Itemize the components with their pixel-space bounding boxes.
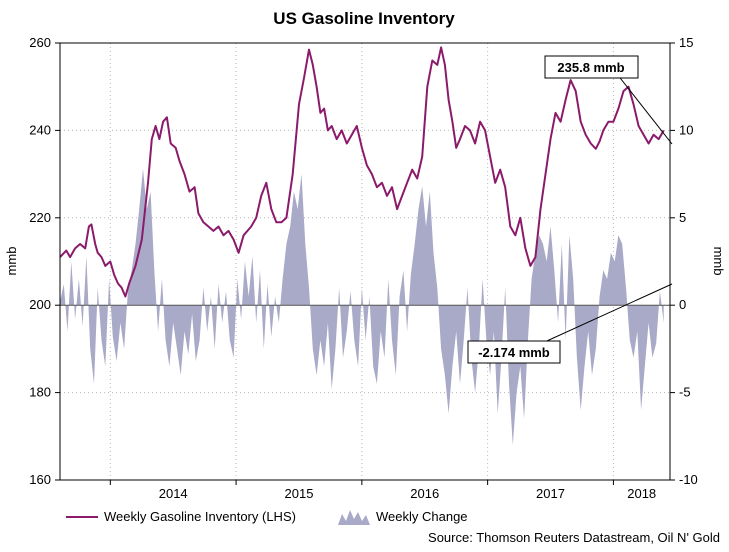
callout-box-change [467,340,561,364]
left-tick-label-1: 180 [29,385,51,400]
inventory-line [59,46,665,298]
callouts: 235.8 mmb -2.174 mmb [467,55,673,364]
right-tick-label-0: -10 [679,472,698,487]
x-tick-label-2017: 2017 [536,486,565,501]
left-axis-label: mmb [4,247,19,276]
chart-title: US Gasoline Inventory [273,9,455,28]
right-tick-label-4: 10 [679,122,693,137]
legend-label-change: Weekly Change [376,509,468,524]
callout-inventory: 235.8 mmb [557,60,624,75]
left-tick-label-5: 260 [29,35,51,50]
right-tick-label-2: 0 [679,297,686,312]
x-tick-label-2016: 2016 [410,486,439,501]
right-tick-label-5: 15 [679,35,693,50]
weekly-change-area [60,168,664,445]
left-axis-ticks: 160 180 200 220 240 260 [29,35,60,487]
left-tick-label-2: 200 [29,297,51,312]
source-note: Source: Thomson Reuters Datastream, Oil … [428,530,720,545]
x-tick-label-2014: 2014 [159,486,188,501]
left-tick-label-3: 220 [29,210,51,225]
weekly-change-series [60,168,664,445]
right-tick-label-3: 5 [679,210,686,225]
legend-swatch-change [338,510,370,525]
right-tick-label-1: -5 [679,385,691,400]
x-tick-label-2018: 2018 [627,486,656,501]
callout-leader-inventory [616,73,673,145]
x-tick-label-2015: 2015 [285,486,314,501]
plot-frame [59,42,671,481]
left-tick-label-4: 240 [29,122,51,137]
right-axis-ticks: -10 -5 0 5 10 15 [670,35,698,487]
right-axis-label: mmb [711,247,726,276]
legend: Weekly Gasoline Inventory (LHS) Weekly C… [66,509,468,525]
x-axis-ticks: 2014 2015 2016 2017 2018 [109,480,656,501]
left-tick-label-0: 160 [29,472,51,487]
legend-label-inventory: Weekly Gasoline Inventory (LHS) [104,509,296,524]
inventory-series [59,46,665,298]
callout-leader-change [537,283,673,346]
callout-change: -2.174 mmb [478,345,550,360]
callout-box-inventory [544,55,639,79]
